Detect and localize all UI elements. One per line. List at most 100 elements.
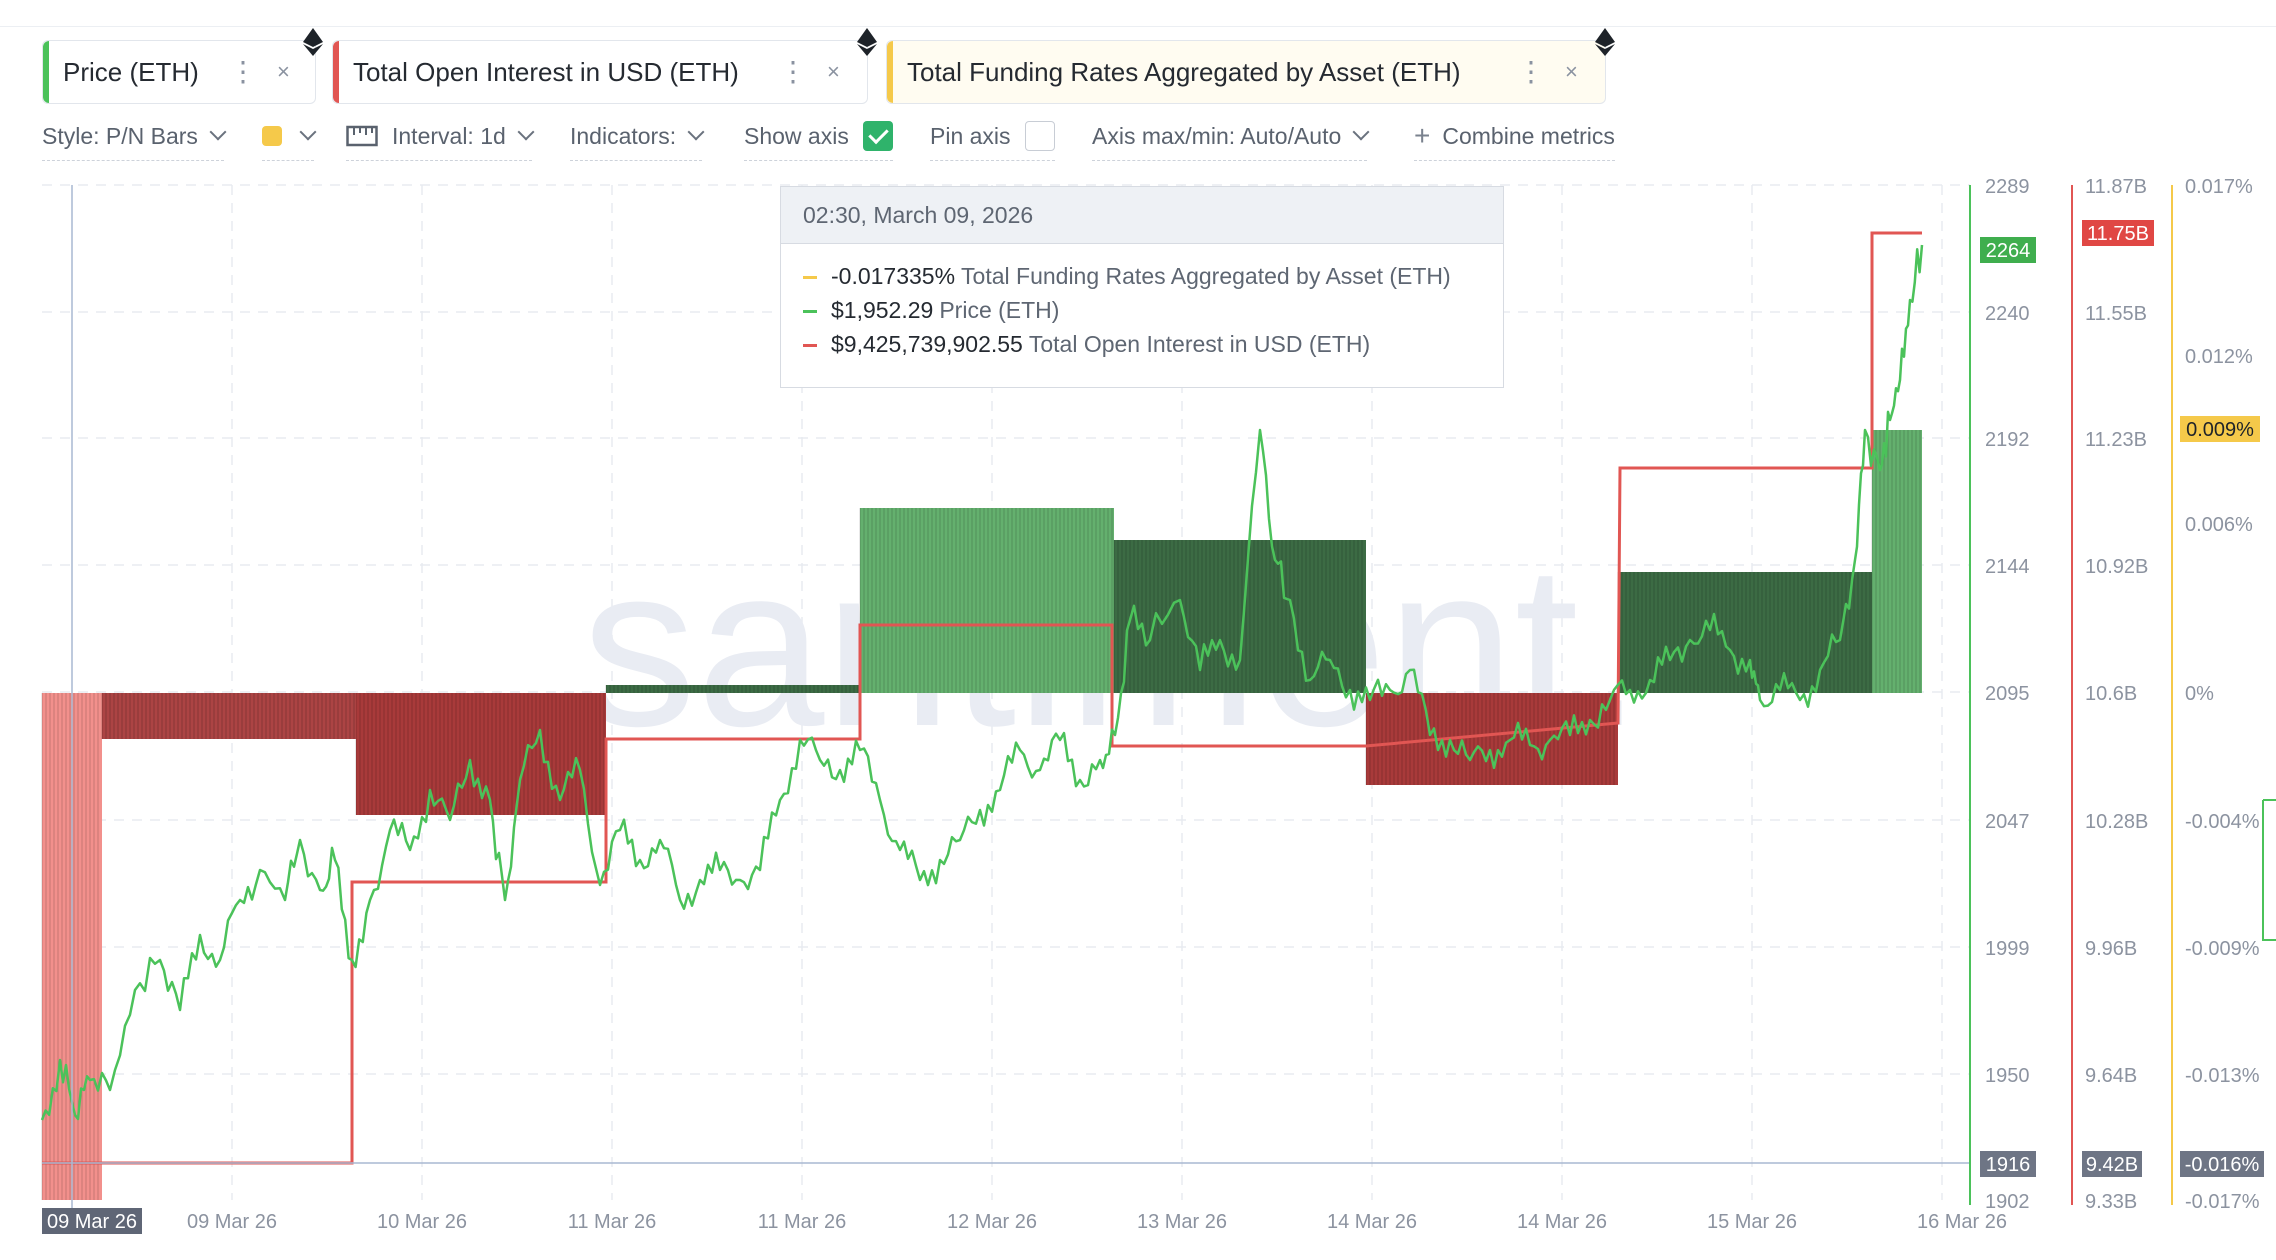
plus-icon: + [1414, 120, 1431, 151]
funding-bar-fill [1618, 572, 1872, 693]
indicators-selector[interactable]: Indicators: [570, 122, 705, 161]
price-color-bar [43, 41, 49, 103]
funding-axis-tick: -0.004% [2185, 811, 2260, 833]
price-cursor-badge: 1916 [1986, 1154, 2031, 1176]
open-interest-current-badge: 11.75B [2087, 223, 2149, 245]
tooltip-value: $1,952.29 [831, 297, 934, 323]
combine-metrics-label: Combine metrics [1442, 122, 1615, 149]
x-axis-tick: 16 Mar 26 [1917, 1211, 2007, 1233]
price-axis-tick: 2192 [1985, 429, 2030, 451]
price-axis-tick: 2289 [1985, 176, 2030, 198]
metric-tab-label: Total Open Interest in USD (ETH) [353, 56, 739, 87]
funding-rate-bars [41, 430, 1922, 1200]
tooltip-series-name: Total Open Interest in USD (ETH) [1028, 331, 1371, 357]
open-interest-axis-tick: 11.55B [2085, 303, 2147, 325]
price-axis-tick: 2144 [1985, 556, 2030, 578]
open-interest-color-bar [333, 41, 339, 103]
funding-cursor-badge-bg [2180, 1151, 2264, 1177]
header-divider [0, 26, 2276, 27]
funding-bar [605, 685, 860, 693]
open-interest-cursor-badge-bg [2082, 1151, 2142, 1177]
axis-maxmin-selector[interactable]: Axis max/min: Auto/Auto [1092, 122, 1370, 161]
interval-label: Interval: 1d [392, 122, 506, 149]
interval-selector[interactable]: Interval: 1d [346, 122, 535, 161]
price-axis-tick: 2095 [1985, 683, 2030, 705]
x-axis: 09 Mar 26 10 Mar 26 11 Mar 26 11 Mar 26 12 M… [42, 1208, 2007, 1234]
funding-bar-fill [1872, 430, 1922, 693]
tooltip-title: 02:30, March 09, 2026 [781, 187, 1503, 244]
metric-tab-label: Total Funding Rates Aggregated by Asset … [907, 56, 1461, 87]
tooltip-value: $9,425,739,902.55 [831, 331, 1023, 357]
funding-bar-fill [1114, 540, 1366, 693]
show-axis-toggle[interactable]: Show axis [744, 121, 893, 161]
funding-cursor-badge: -0.016% [2185, 1154, 2260, 1176]
combine-metrics-button[interactable]: + Combine metrics [1414, 120, 1615, 161]
funding-bar [1113, 540, 1366, 693]
show-axis-label: Show axis [744, 122, 849, 149]
pin-axis-toggle[interactable]: Pin axis [930, 121, 1055, 161]
funding-axis-tick: 0% [2185, 683, 2214, 705]
funding-bar [1871, 430, 1922, 693]
open-interest-legend-dash [803, 344, 817, 348]
x-axis-tick: 12 Mar 26 [947, 1211, 1037, 1233]
x-axis-tick: 15 Mar 26 [1707, 1211, 1797, 1233]
price-line [40, 244, 1924, 1121]
tooltip-series-name: Total Funding Rates Aggregated by Asset … [961, 263, 1451, 289]
funding-bar [1617, 572, 1872, 693]
close-icon[interactable]: × [1565, 59, 1578, 84]
x-axis-tick: 13 Mar 26 [1137, 1211, 1227, 1233]
chart-axes: 2289 2240 2192 2144 2095 2047 1999 1950 1902 11.8… [1969, 176, 2276, 1213]
x-axis-tick: 09 Mar 26 [187, 1211, 277, 1233]
price-cursor-badge-bg [1980, 1151, 2036, 1177]
close-icon[interactable]: × [827, 59, 840, 84]
open-interest-axis-tick: 10.6B [2085, 683, 2137, 705]
metric-menu-icon[interactable]: ⋮ [779, 56, 807, 87]
open-interest-axis-tick: 11.87B [2085, 176, 2147, 198]
tooltip-series-name: Price (ETH) [939, 297, 1060, 323]
x-axis-tick: 10 Mar 26 [377, 1211, 467, 1233]
funding-bar-fill [606, 685, 860, 693]
ruler-icon [346, 125, 378, 147]
metric-tab-price[interactable]: Price (ETH) ⋮ × [42, 40, 316, 104]
metric-tab-label: Price (ETH) [63, 56, 199, 87]
open-interest-axis-tick: 9.96B [2085, 938, 2137, 960]
style-label: Style: P/N Bars [42, 122, 198, 149]
style-selector[interactable]: Style: P/N Bars [42, 122, 227, 161]
show-axis-checkbox[interactable] [862, 121, 893, 151]
funding-axis-tick: -0.017% [2185, 1191, 2260, 1213]
funding-current-badge-bg [2180, 416, 2260, 442]
open-interest-line [42, 231, 1922, 1165]
open-interest-current-badge-bg [2082, 220, 2154, 246]
price-axis-tick: 1902 [1985, 1191, 2030, 1213]
color-selector[interactable] [262, 122, 317, 161]
indicators-label: Indicators: [570, 122, 677, 149]
metric-tab-open-interest[interactable]: Total Open Interest in USD (ETH) ⋮ × [332, 40, 868, 104]
metric-menu-icon[interactable]: ⋮ [229, 56, 257, 87]
tooltip-row-funding: -0.017335% Total Funding Rates Aggregated… [803, 263, 1451, 290]
axis-maxmin-label: Axis max/min: Auto/Auto [1092, 122, 1342, 149]
chart-tooltip: 02:30, March 09, 2026 -0.017335% Total Fu… [780, 186, 1504, 388]
funding-bar [102, 693, 356, 739]
funding-bar-fill [860, 508, 1114, 693]
x-axis-tick: 14 Mar 26 [1517, 1211, 1607, 1233]
close-icon[interactable]: × [277, 59, 290, 84]
funding-bar [1365, 693, 1618, 785]
price-axis-tick: 2240 [1985, 303, 2030, 325]
offscreen-series-hint [2262, 799, 2276, 941]
price-current-badge: 2264 [1986, 240, 2031, 262]
pin-axis-label: Pin axis [930, 122, 1011, 149]
funding-axis-tick: -0.009% [2185, 938, 2260, 960]
x-cursor-badge: 09 Mar 26 [47, 1211, 137, 1233]
metric-tab-funding-rates[interactable]: Total Funding Rates Aggregated by Asset … [886, 40, 1606, 104]
funding-axis-tick: 0.017% [2185, 176, 2253, 198]
open-interest-axis-tick: 10.92B [2085, 556, 2148, 578]
price-axis-tick: 2047 [1985, 811, 2030, 833]
open-interest-series [42, 231, 1922, 1165]
tooltip-row-price: $1,952.29 Price (ETH) [803, 297, 1059, 324]
metric-menu-icon[interactable]: ⋮ [1517, 56, 1545, 87]
x-axis-tick: 11 Mar 26 [758, 1211, 847, 1233]
price-axis-tick: 1950 [1985, 1065, 2030, 1087]
open-interest-axis-tick: 9.33B [2085, 1191, 2137, 1213]
pin-axis-checkbox[interactable] [1024, 121, 1055, 151]
